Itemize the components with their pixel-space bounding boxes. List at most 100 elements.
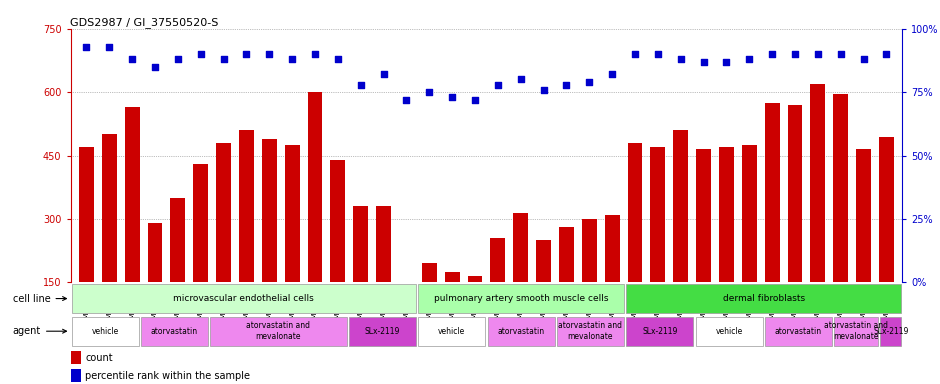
Point [719, 59, 734, 65]
Point [513, 76, 528, 83]
Bar [856, 149, 871, 346]
Bar [650, 147, 666, 346]
Point [604, 71, 619, 78]
Bar [765, 103, 779, 346]
Bar [400, 282, 414, 346]
Bar [788, 105, 803, 346]
Point [491, 81, 506, 88]
Bar [194, 164, 208, 346]
Bar [349, 316, 416, 346]
Text: SLx-2119: SLx-2119 [365, 327, 400, 336]
Point [376, 71, 391, 78]
Text: agent: agent [13, 326, 67, 336]
Bar [696, 316, 762, 346]
Text: microvascular endothelial cells: microvascular endothelial cells [174, 294, 314, 303]
Bar [719, 147, 734, 346]
Bar [239, 130, 254, 346]
Point [764, 51, 779, 57]
Point [102, 43, 117, 50]
Point [879, 51, 894, 57]
Point [856, 56, 871, 62]
Point [148, 64, 163, 70]
Bar [125, 107, 140, 346]
Point [810, 51, 825, 57]
Point [445, 94, 460, 100]
Text: atorvastatin: atorvastatin [497, 327, 544, 336]
Text: atorvastatin and
mevalonate: atorvastatin and mevalonate [824, 321, 888, 341]
Bar [170, 198, 185, 346]
Bar [810, 84, 825, 346]
Bar [141, 316, 208, 346]
Bar [604, 215, 619, 346]
Text: vehicle: vehicle [438, 327, 465, 336]
Bar [307, 92, 322, 346]
Bar [834, 316, 878, 346]
Point [467, 97, 482, 103]
Text: pulmonary artery smooth muscle cells: pulmonary artery smooth muscle cells [434, 294, 608, 303]
Bar [102, 134, 117, 346]
Bar [211, 316, 347, 346]
Point [285, 56, 300, 62]
Point [673, 56, 688, 62]
Bar [467, 276, 482, 346]
Bar [513, 213, 528, 346]
Text: atorvastatin: atorvastatin [775, 327, 822, 336]
Bar [216, 143, 231, 346]
Point [170, 56, 185, 62]
Bar [673, 130, 688, 346]
Point [582, 79, 597, 85]
Point [399, 97, 414, 103]
Point [422, 89, 437, 95]
Point [353, 81, 368, 88]
Text: count: count [86, 353, 113, 363]
Point [262, 51, 277, 57]
Bar [445, 272, 460, 346]
Bar [422, 263, 437, 346]
Text: atorvastatin: atorvastatin [151, 327, 198, 336]
Text: percentile rank within the sample: percentile rank within the sample [86, 371, 250, 381]
Bar [833, 94, 848, 346]
Point [330, 56, 345, 62]
Bar [881, 316, 901, 346]
Text: dermal fibroblasts: dermal fibroblasts [723, 294, 805, 303]
Bar [626, 316, 694, 346]
Bar [79, 147, 94, 346]
Text: atorvastatin and
mevalonate: atorvastatin and mevalonate [246, 321, 310, 341]
Point [788, 51, 803, 57]
Bar [556, 316, 624, 346]
Point [125, 56, 140, 62]
Bar [331, 160, 345, 346]
Point [307, 51, 322, 57]
Point [650, 51, 666, 57]
Point [79, 43, 94, 50]
Point [833, 51, 848, 57]
Point [216, 56, 231, 62]
Bar [71, 316, 139, 346]
Bar [262, 139, 276, 346]
Point [696, 59, 711, 65]
Bar [418, 316, 485, 346]
Text: GDS2987 / GI_37550520-S: GDS2987 / GI_37550520-S [70, 17, 219, 28]
Point [559, 81, 574, 88]
Bar [285, 145, 300, 346]
Bar [742, 145, 757, 346]
Bar [626, 284, 901, 313]
Bar [536, 240, 551, 346]
Point [536, 86, 551, 93]
Bar [148, 223, 163, 346]
Bar [488, 316, 555, 346]
Bar [70, 351, 81, 364]
Bar [491, 238, 506, 346]
Bar [697, 149, 711, 346]
Bar [628, 143, 642, 346]
Point [628, 51, 643, 57]
Bar [71, 284, 416, 313]
Text: SLx-2119: SLx-2119 [642, 327, 678, 336]
Point [239, 51, 254, 57]
Bar [582, 219, 597, 346]
Text: SLx-2119: SLx-2119 [873, 327, 909, 336]
Point [742, 56, 757, 62]
Text: vehicle: vehicle [91, 327, 118, 336]
Text: cell line: cell line [13, 293, 67, 304]
Text: vehicle: vehicle [715, 327, 743, 336]
